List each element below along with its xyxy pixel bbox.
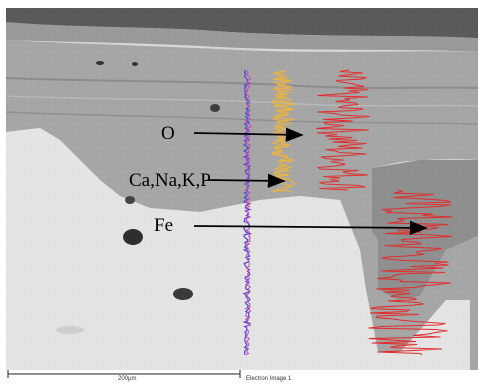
scan-line-magenta [244, 69, 252, 356]
image-title: Electron Image 1 [246, 376, 292, 382]
scale-bar-text: 200µm [118, 376, 137, 382]
label-oxygen: O [161, 123, 175, 144]
iron-linescan-trace [316, 69, 453, 356]
label-iron: Fe [154, 215, 173, 236]
iron-trace-line [316, 69, 370, 191]
iron-trace-line [368, 189, 453, 356]
label-ca-na-k-p: Ca,Na,K,P [129, 170, 211, 191]
arrow-ca [207, 173, 286, 188]
arrow-o [193, 127, 304, 142]
eds-scan-line [242, 69, 253, 356]
arrow-fe [193, 220, 428, 236]
oxygen-linescan-trace [269, 69, 296, 193]
image-noise [6, 8, 478, 370]
oxygen-trace-line [271, 69, 293, 192]
